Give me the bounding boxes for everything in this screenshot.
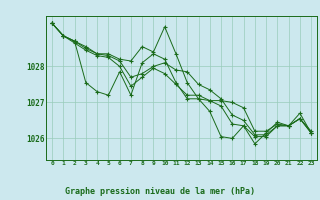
Text: Graphe pression niveau de la mer (hPa): Graphe pression niveau de la mer (hPa) [65, 187, 255, 196]
